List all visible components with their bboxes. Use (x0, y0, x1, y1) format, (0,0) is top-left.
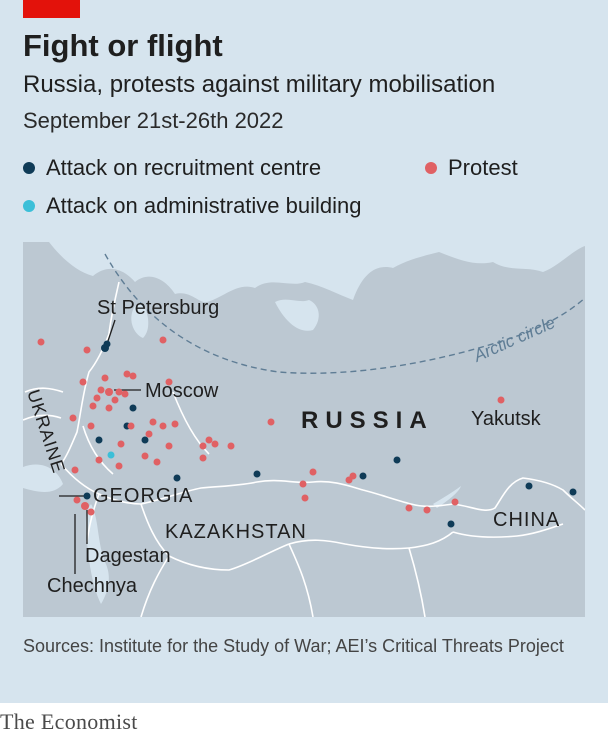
label-georgia: GEORGIA (93, 485, 193, 507)
recruitment-attack-marker (103, 340, 111, 348)
protest-marker (121, 390, 129, 398)
protest-marker (81, 502, 89, 510)
protest-marker (111, 396, 119, 404)
protest-marker (115, 462, 123, 470)
label-russia: RUSSIA (301, 407, 434, 434)
protest-marker (127, 422, 135, 430)
protest-marker (149, 418, 157, 426)
protest-marker (345, 476, 353, 484)
protest-marker (299, 480, 307, 488)
recruitment-attack-marker (447, 520, 455, 528)
chart-subtitle: Russia, protests against military mobili… (23, 71, 496, 98)
protest-marker (141, 452, 149, 460)
protest-marker (405, 504, 413, 512)
label-st-petersburg: St Petersburg (97, 297, 219, 319)
protest-marker (117, 440, 125, 448)
legend-protest: Protest (425, 155, 518, 181)
sources-note: Sources: Institute for the Study of War;… (23, 636, 564, 656)
protest-marker (165, 378, 173, 386)
recruitment-attack-marker (525, 482, 533, 490)
protest-marker (205, 436, 213, 444)
protest-marker (105, 404, 113, 412)
protest-marker (171, 420, 179, 428)
legend-administrative-attack: Attack on administrative building (23, 193, 362, 219)
legend-label: Attack on administrative building (46, 193, 362, 218)
legend-dot-protest-icon (425, 162, 437, 174)
protest-marker (73, 496, 81, 504)
chart-title: Fight or flight (23, 28, 223, 63)
protest-marker (89, 402, 97, 410)
legend-dot-recruitment-icon (23, 162, 35, 174)
administrative-attack-marker (107, 451, 115, 459)
protest-marker (115, 388, 123, 396)
recruitment-attack-marker (95, 436, 103, 444)
kara-sea-inlet (275, 299, 319, 331)
label-leader-lines (59, 319, 141, 574)
legend-dot-administrative-icon (23, 200, 35, 212)
protest-marker (199, 454, 207, 462)
protest-marker (159, 422, 167, 430)
label-yakutsk: Yakutsk (471, 408, 542, 430)
protest-marker (101, 374, 109, 382)
country-borders (23, 281, 585, 617)
recruitment-attack-marker (569, 488, 577, 496)
legend-recruitment-attack: Attack on recruitment centre (23, 155, 321, 181)
protest-marker (227, 442, 235, 450)
recruitment-attack-marker (359, 472, 367, 480)
black-sea (23, 464, 63, 492)
protest-marker (199, 442, 207, 450)
protest-marker (87, 508, 95, 516)
protest-marker (95, 456, 103, 464)
protest-marker (159, 336, 167, 344)
protest-marker (451, 498, 459, 506)
recruitment-attack-marker (173, 474, 181, 482)
recruitment-attack-marker (393, 456, 401, 464)
protest-marker (423, 506, 431, 514)
protest-marker (93, 394, 101, 402)
caspian-sea (85, 504, 109, 604)
protest-marker (79, 378, 87, 386)
recruitment-attack-marker (141, 436, 149, 444)
map-labels: RUSSIA St Petersburg Moscow Yakutsk GEOR… (23, 297, 560, 597)
label-chechnya: Chechnya (47, 575, 138, 597)
protest-marker (123, 370, 131, 378)
land-mass (23, 242, 585, 617)
date-range: September 21st-26th 2022 (23, 108, 284, 133)
protest-marker (37, 338, 45, 346)
protest-marker (83, 346, 91, 354)
protest-marker (301, 494, 309, 502)
white-sea (131, 304, 149, 338)
label-dagestan: Dagestan (85, 545, 171, 567)
legend-label: Attack on recruitment centre (46, 155, 322, 180)
legend-label: Protest (448, 155, 518, 180)
protest-marker (497, 396, 505, 404)
protest-marker (71, 466, 79, 474)
russia-map: RUSSIA St Petersburg Moscow Yakutsk GEOR… (23, 242, 585, 617)
brand-wordmark: The Economist (0, 709, 138, 734)
protest-marker (267, 418, 275, 426)
administrative-attack-markers (107, 451, 115, 459)
recruitment-attack-markers (83, 340, 577, 528)
protest-marker (69, 414, 77, 422)
protest-marker (87, 422, 95, 430)
protest-marker (105, 388, 113, 396)
protest-markers (37, 336, 505, 516)
recruitment-attack-marker (253, 470, 261, 478)
label-moscow: Moscow (145, 380, 219, 402)
protest-marker (145, 430, 153, 438)
brand-tag (23, 0, 80, 18)
protest-marker (309, 468, 317, 476)
recruitment-attack-marker (83, 492, 91, 500)
protest-marker (129, 372, 137, 380)
protest-marker (165, 442, 173, 450)
baikal-lake (433, 486, 461, 508)
protest-marker (97, 386, 105, 394)
label-china: CHINA (493, 509, 560, 531)
recruitment-attack-marker (129, 404, 137, 412)
protest-marker (153, 458, 161, 466)
arctic-circle-line (104, 253, 585, 374)
chart-card: Fight or flight Russia, protests against… (0, 0, 608, 703)
protest-marker (211, 440, 219, 448)
label-kazakhstan: KAZAKHSTAN (165, 521, 307, 543)
